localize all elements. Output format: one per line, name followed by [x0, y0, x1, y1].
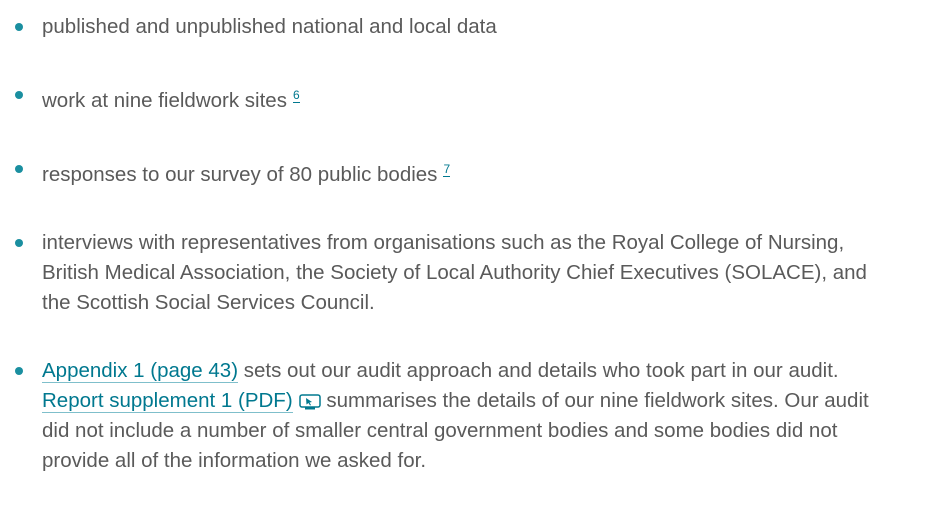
text: interviews with representatives from org… [42, 231, 867, 314]
list-item: work at nine fieldwork sites 6 [0, 80, 900, 116]
list-item: published and unpublished national and l… [0, 12, 900, 42]
text: responses to our survey of 80 public bod… [42, 163, 438, 186]
bullet-list: published and unpublished national and l… [0, 12, 900, 476]
text: sets out our audit approach and details … [238, 359, 839, 382]
footnote: 7 [443, 162, 451, 177]
footnote: 6 [292, 88, 300, 103]
footnote-link[interactable]: 7 [443, 162, 451, 177]
list-item: interviews with representatives from org… [0, 228, 900, 318]
link[interactable]: Appendix 1 (page 43) [42, 359, 239, 383]
list-item: Appendix 1 (page 43) sets out our audit … [0, 356, 900, 476]
text: summarises the details of our nine field… [42, 389, 869, 472]
text: work at nine fieldwork sites [42, 89, 287, 112]
footnote-link[interactable]: 6 [292, 88, 300, 103]
text: published and unpublished national and l… [42, 15, 497, 38]
external-icon [298, 394, 321, 410]
link[interactable]: Report supplement 1 (PDF) [42, 389, 293, 413]
list-item: responses to our survey of 80 public bod… [0, 154, 900, 190]
